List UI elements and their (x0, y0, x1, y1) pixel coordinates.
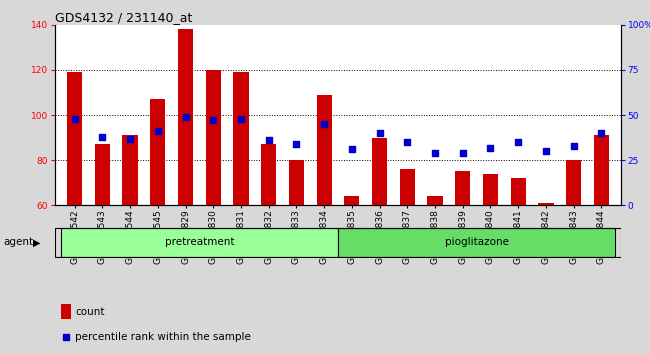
Point (208, 118, 218, 123)
Bar (178, 29, 193, 205)
Bar (122, 135, 138, 205)
Point (263, 137, 274, 143)
Point (541, 148, 551, 154)
Point (180, 114, 190, 120)
Bar (372, 138, 387, 205)
Bar (483, 174, 498, 205)
Bar (566, 160, 581, 205)
Point (430, 150, 440, 156)
Text: pioglitazone: pioglitazone (445, 238, 508, 247)
Bar (61, 304, 71, 319)
Bar (233, 72, 248, 205)
Bar (455, 171, 471, 205)
Point (568, 143, 578, 149)
Bar (289, 160, 304, 205)
Bar (317, 95, 332, 205)
Bar (593, 135, 609, 205)
Point (291, 141, 302, 147)
Bar (261, 144, 276, 205)
Text: percentile rank within the sample: percentile rank within the sample (75, 332, 251, 342)
Bar (150, 99, 166, 205)
Text: GDS4132 / 231140_at: GDS4132 / 231140_at (55, 11, 192, 24)
Point (513, 139, 523, 145)
Bar (67, 72, 83, 205)
Bar (510, 178, 526, 205)
Point (236, 116, 246, 121)
Point (596, 130, 606, 136)
Point (125, 136, 135, 141)
Text: pretreatment: pretreatment (164, 238, 234, 247)
Point (319, 121, 330, 127)
Point (374, 130, 385, 136)
Bar (538, 203, 554, 205)
Bar (338, 228, 615, 257)
Text: agent: agent (3, 238, 33, 247)
Text: ▶: ▶ (32, 238, 40, 247)
Point (153, 129, 163, 134)
Point (98, 134, 108, 139)
Bar (344, 196, 359, 205)
Bar (61, 228, 338, 257)
Point (486, 145, 496, 150)
Bar (428, 196, 443, 205)
Point (402, 139, 413, 145)
Bar (95, 144, 110, 205)
Point (346, 147, 357, 152)
Point (61, 334, 72, 340)
Point (458, 150, 468, 156)
Point (70, 116, 80, 121)
Text: count: count (75, 307, 105, 317)
Bar (205, 70, 221, 205)
Bar (400, 169, 415, 205)
